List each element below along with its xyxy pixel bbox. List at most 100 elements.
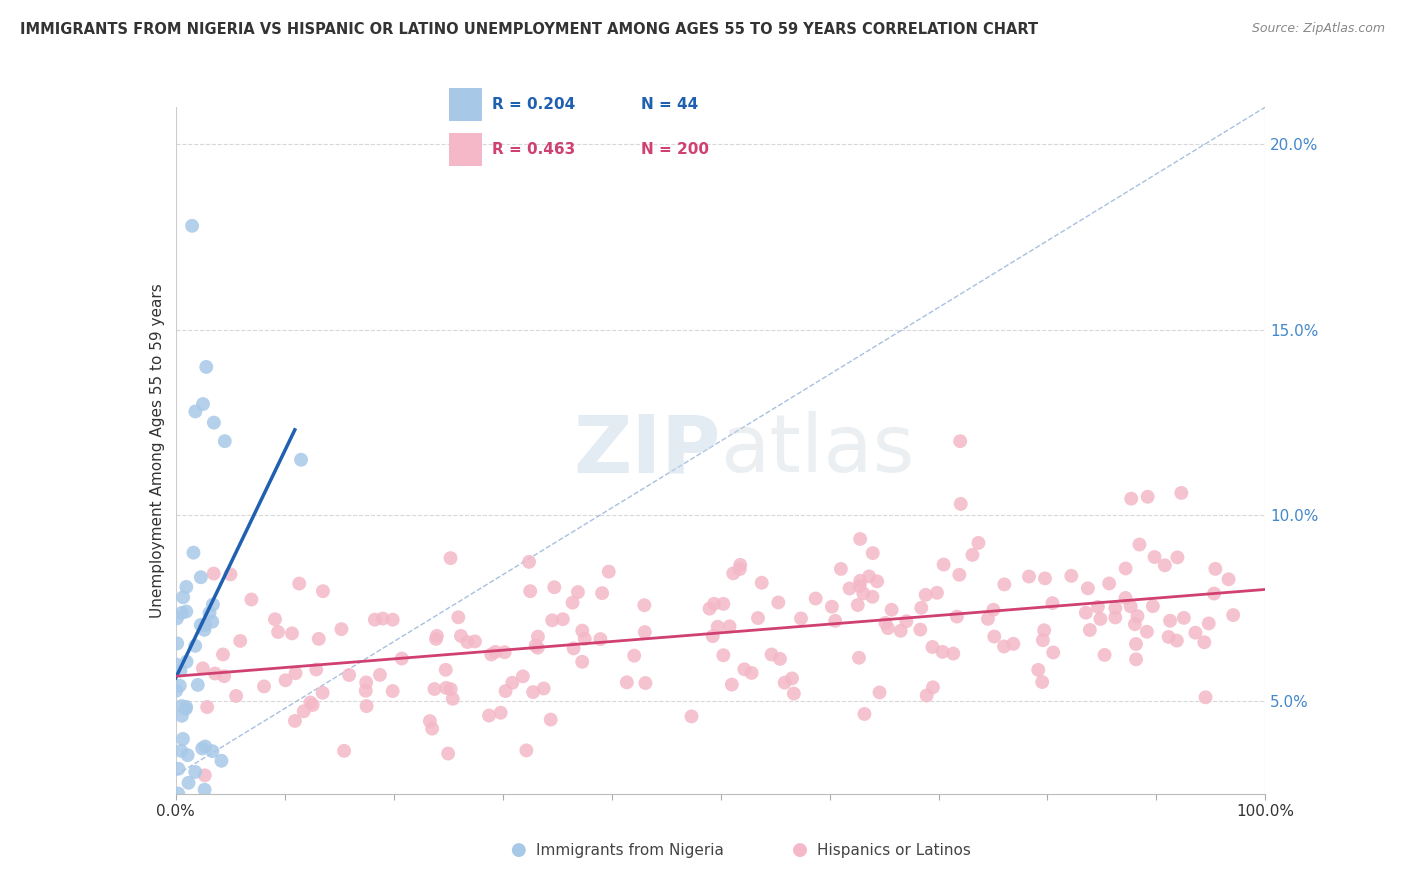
Point (949, 434, 972, 449)
Point (495, 684, 517, 698)
Point (214, 434, 236, 449)
Point (1119, 599, 1142, 614)
Point (706, 620, 728, 634)
Point (848, 650, 870, 665)
Text: Immigrants from Nigeria: Immigrants from Nigeria (536, 843, 724, 857)
Point (993, 640, 1015, 654)
Point (1204, 562, 1226, 576)
Point (718, 619, 741, 633)
Point (1125, 652, 1147, 666)
Point (914, 588, 936, 602)
Point (1153, 558, 1175, 573)
Point (201, 598, 224, 612)
Text: N = 44: N = 44 (641, 97, 697, 112)
Point (711, 597, 734, 611)
Point (910, 600, 932, 615)
Point (634, 676, 657, 690)
Point (711, 648, 734, 663)
Point (838, 582, 860, 596)
Point (450, 629, 472, 643)
Point (368, 668, 391, 682)
Point (305, 663, 328, 677)
Point (176, 748, 198, 763)
Point (195, 359, 218, 374)
Point (877, 621, 900, 635)
Point (1033, 571, 1056, 585)
Point (804, 591, 827, 606)
Point (1087, 599, 1109, 614)
Point (1184, 625, 1206, 640)
Point (561, 596, 583, 610)
Point (177, 776, 200, 790)
Point (702, 629, 724, 643)
Point (174, 699, 197, 714)
Point (932, 558, 955, 572)
Point (439, 551, 461, 566)
Point (330, 622, 353, 636)
Point (437, 747, 460, 761)
Point (484, 645, 506, 659)
Point (181, 219, 204, 233)
Point (741, 665, 763, 680)
Text: atlas: atlas (721, 411, 915, 490)
Point (194, 618, 217, 632)
Point (1218, 572, 1240, 586)
Point (165, 657, 187, 672)
Point (830, 562, 852, 576)
Point (849, 579, 872, 593)
Point (922, 681, 945, 695)
Point (1222, 608, 1244, 623)
Point (846, 598, 869, 612)
Point (1143, 549, 1166, 564)
Point (862, 546, 884, 560)
Point (1136, 624, 1159, 639)
Point (253, 680, 276, 694)
Point (194, 768, 217, 782)
Point (751, 575, 773, 590)
Point (183, 546, 205, 560)
Point (896, 615, 918, 629)
Point (769, 652, 792, 666)
Point (1032, 633, 1054, 648)
Point (703, 597, 725, 611)
Point (1170, 486, 1192, 500)
Point (519, 584, 541, 599)
Point (167, 762, 190, 776)
Point (1002, 637, 1025, 651)
Bar (449, 88, 482, 121)
Y-axis label: Unemployment Among Ages 55 to 59 years: Unemployment Among Ages 55 to 59 years (149, 283, 165, 618)
Point (170, 744, 193, 758)
Point (616, 675, 638, 690)
Point (1098, 576, 1121, 591)
Point (165, 683, 187, 698)
Point (1173, 611, 1195, 625)
Point (419, 714, 441, 728)
Point (720, 677, 742, 691)
Point (948, 567, 970, 582)
Point (591, 586, 613, 600)
Point (1159, 614, 1181, 628)
Point (1026, 663, 1049, 677)
Point (1128, 537, 1150, 551)
Point (170, 699, 193, 714)
Point (1198, 616, 1220, 631)
Point (494, 645, 516, 659)
Point (574, 632, 596, 646)
Point (312, 584, 335, 599)
Point (543, 580, 565, 594)
Point (1194, 635, 1216, 649)
Point (219, 567, 242, 582)
Point (333, 744, 356, 758)
Point (849, 532, 872, 546)
Point (1042, 596, 1064, 610)
Point (420, 722, 443, 736)
Point (768, 595, 790, 609)
Point (381, 684, 404, 698)
Point (761, 648, 783, 662)
Point (170, 708, 193, 723)
Point (533, 681, 555, 696)
Point (169, 679, 191, 693)
Point (728, 558, 751, 572)
Text: Source: ZipAtlas.com: Source: ZipAtlas.com (1251, 22, 1385, 36)
Point (1166, 633, 1188, 648)
